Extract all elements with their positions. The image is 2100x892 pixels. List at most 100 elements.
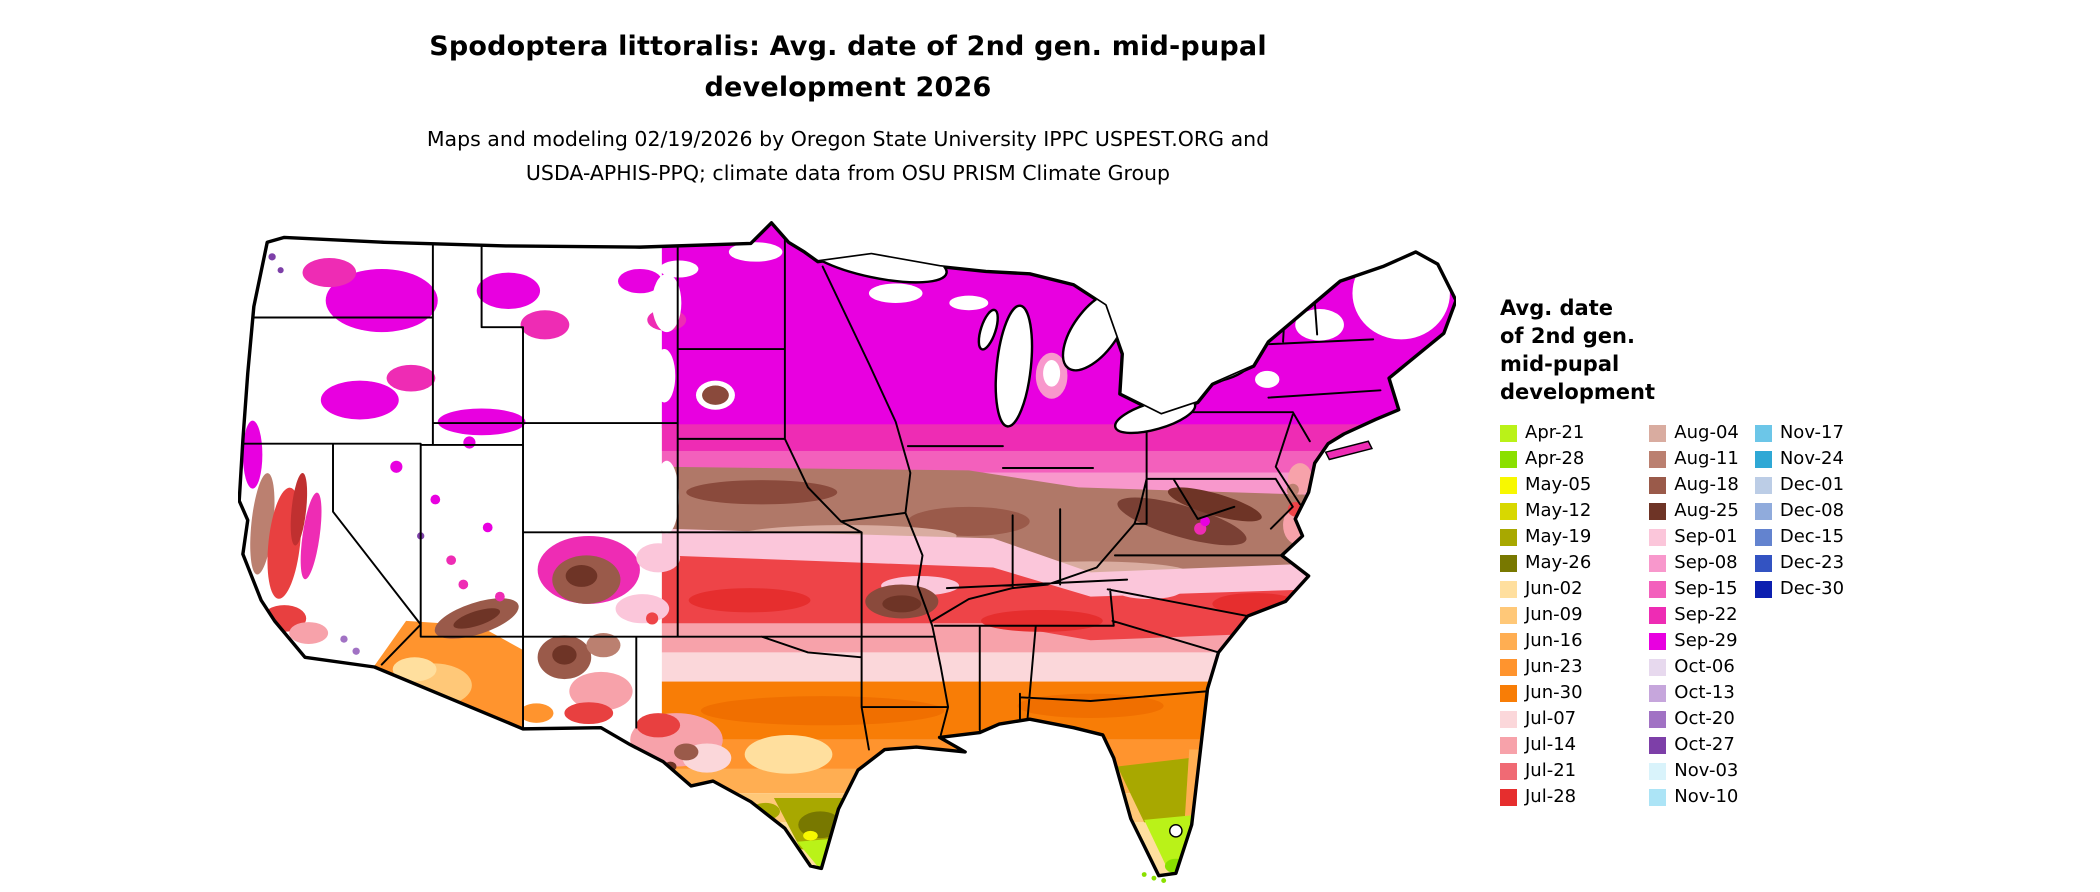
legend-swatch — [1649, 528, 1667, 546]
legend-item: Sep-15 — [1649, 576, 1739, 602]
legend-swatch — [1754, 450, 1772, 468]
legend-label: Dec-01 — [1779, 474, 1845, 495]
legend-item: Dec-30 — [1754, 576, 1845, 602]
legend-item: Sep-29 — [1649, 628, 1739, 654]
legend-label: Nov-10 — [1674, 786, 1739, 807]
legend-swatch — [1649, 762, 1667, 780]
legend-label: Sep-08 — [1674, 552, 1738, 573]
legend-swatch — [1649, 450, 1667, 468]
legend-item: Oct-13 — [1649, 680, 1739, 706]
legend-item: Aug-18 — [1649, 472, 1739, 498]
legend-swatch — [1500, 554, 1517, 572]
legend-label: Apr-28 — [1525, 448, 1585, 469]
legend-swatch — [1649, 606, 1667, 624]
page-title: Spodoptera littoralis: Avg. date of 2nd … — [429, 31, 1267, 103]
legend-label: Aug-04 — [1674, 422, 1739, 443]
green-bay — [977, 308, 999, 351]
legend-label: Oct-27 — [1674, 734, 1735, 755]
legend-swatch — [1500, 788, 1517, 806]
legend-item: Jun-16 — [1500, 628, 1591, 654]
legend-swatch — [1754, 554, 1772, 572]
long-island — [1324, 440, 1374, 461]
legend-swatch — [1754, 476, 1772, 494]
legend-item: Nov-10 — [1649, 784, 1739, 810]
legend-swatch — [1649, 554, 1667, 572]
legend-item: Jun-23 — [1500, 654, 1591, 680]
legend-swatch — [1500, 424, 1517, 442]
legend-swatch — [1500, 736, 1517, 754]
legend-item: May-19 — [1500, 524, 1591, 550]
legend-item: Dec-23 — [1754, 550, 1844, 576]
legend-swatch — [1500, 476, 1517, 494]
legend-swatch — [1500, 762, 1517, 780]
legend-label: Sep-01 — [1674, 526, 1738, 547]
legend-item: Dec-15 — [1754, 524, 1845, 550]
legend-label: Oct-20 — [1674, 708, 1735, 729]
legend-item: Jul-28 — [1500, 784, 1591, 810]
legend-item: Oct-20 — [1649, 706, 1739, 732]
lake-michigan — [994, 304, 1034, 428]
legend-item: May-26 — [1500, 550, 1591, 576]
legend-label: Dec-15 — [1779, 526, 1845, 547]
legend-swatch — [1649, 658, 1667, 676]
legend-label: Nov-17 — [1779, 422, 1844, 443]
legend-label: Jul-14 — [1525, 734, 1577, 755]
legend-item: Sep-01 — [1649, 524, 1739, 550]
legend-swatch — [1500, 632, 1517, 650]
legend-label: Dec-08 — [1779, 500, 1845, 521]
legend-column: Aug-04 Aug-11 Aug-18 Aug-25 Sep-01 Sep-08 Sep-… — [1649, 420, 1739, 810]
legend-item: Nov-24 — [1754, 446, 1844, 472]
legend-item: Dec-01 — [1754, 472, 1845, 498]
legend-label: Sep-29 — [1674, 630, 1738, 651]
legend-swatch — [1649, 684, 1667, 702]
legend-label: Oct-06 — [1674, 656, 1735, 677]
legend-swatch — [1649, 580, 1667, 598]
legend-item: Nov-03 — [1649, 758, 1739, 784]
legend-label: Nov-24 — [1779, 448, 1844, 469]
legend-label: Jul-21 — [1525, 760, 1577, 781]
legend-swatch — [1649, 502, 1667, 520]
legend-item: Jun-09 — [1500, 602, 1591, 628]
legend-label: Jun-23 — [1525, 656, 1583, 677]
legend-item: May-12 — [1500, 498, 1591, 524]
legend-label: Jun-30 — [1525, 682, 1583, 703]
legend-label: Dec-30 — [1779, 578, 1845, 599]
legend-label: May-12 — [1525, 500, 1592, 521]
legend-swatch — [1649, 424, 1667, 442]
page-subtitle: Maps and modeling 02/19/2026 by Oregon S… — [426, 127, 1270, 185]
legend-label: Jun-09 — [1525, 604, 1583, 625]
legend-item: Sep-08 — [1649, 550, 1739, 576]
legend-swatch — [1500, 580, 1517, 598]
legend-item: Nov-17 — [1754, 420, 1844, 446]
legend-item: Oct-06 — [1649, 654, 1739, 680]
legend-item: Aug-25 — [1649, 498, 1739, 524]
legend-item: Apr-21 — [1500, 420, 1591, 446]
legend-label: May-26 — [1525, 552, 1592, 573]
legend-swatch — [1754, 424, 1772, 442]
us-map-svg — [238, 221, 1456, 883]
legend: Avg. date of 2nd gen. mid-pupal developm… — [1500, 294, 2080, 810]
us-outline — [238, 221, 1456, 878]
legend-item: Jul-07 — [1500, 706, 1591, 732]
legend-item: Apr-28 — [1500, 446, 1591, 472]
legend-swatch — [1500, 684, 1517, 702]
legend-item: Jun-02 — [1500, 576, 1591, 602]
legend-item: Sep-22 — [1649, 602, 1739, 628]
legend-label: Sep-22 — [1674, 604, 1738, 625]
legend-item: Jul-14 — [1500, 732, 1591, 758]
legend-swatch — [1754, 528, 1772, 546]
legend-label: Jul-28 — [1525, 786, 1577, 807]
florida-keys — [1141, 872, 1167, 883]
legend-swatch — [1649, 476, 1667, 494]
legend-label: Jul-07 — [1525, 708, 1577, 729]
legend-label: Aug-18 — [1674, 474, 1739, 495]
legend-label: Oct-13 — [1674, 682, 1735, 703]
legend-swatch — [1754, 502, 1772, 520]
legend-swatch — [1500, 710, 1517, 728]
legend-swatch — [1500, 450, 1517, 468]
legend-column: Apr-21 Apr-28 May-05 May-12 May-19 May-26 Jun-… — [1500, 420, 1591, 810]
legend-swatch — [1649, 632, 1667, 650]
legend-label: Jun-16 — [1525, 630, 1583, 651]
legend-title: Avg. date of 2nd gen. mid-pupal developm… — [1500, 296, 1655, 404]
